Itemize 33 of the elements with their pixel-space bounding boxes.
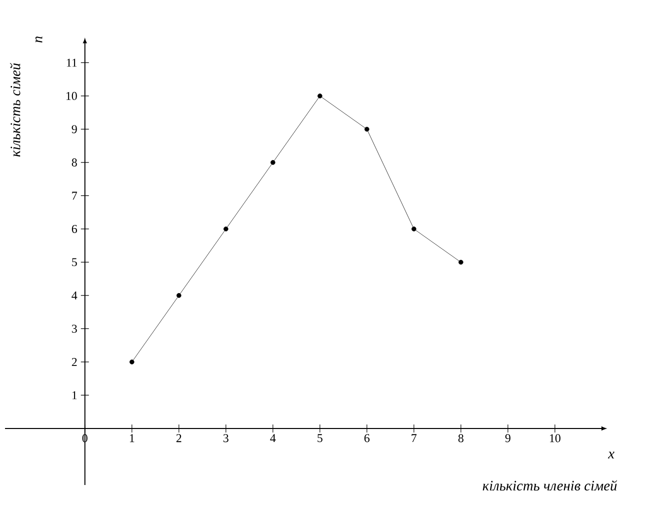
x-tick-label: 8	[458, 434, 464, 442]
x-tick-label: 2	[176, 434, 182, 442]
point	[130, 360, 134, 364]
y-tick-label: 2	[72, 358, 77, 366]
x-tick-label: 1	[130, 434, 134, 442]
y-tick-label: 8	[72, 158, 77, 166]
x-tick-label: 10	[550, 434, 560, 442]
x-tick-label: 9	[505, 434, 510, 442]
y-tick-label: 3	[72, 324, 77, 333]
y-tick-label: 6	[72, 224, 78, 233]
x-tick-label: 3	[223, 434, 228, 442]
y-tick-label: 9	[72, 125, 77, 134]
y-tick-label: 7	[72, 192, 78, 200]
y-tick-label: 10	[66, 92, 77, 100]
y-axis-title: кількість сімей	[10, 63, 20, 157]
point	[176, 293, 182, 298]
point	[270, 160, 276, 165]
point	[458, 260, 464, 265]
y-tick-label: 5	[72, 258, 77, 266]
point	[318, 94, 322, 98]
text: x	[608, 452, 614, 458]
x-tick-label: 6	[364, 434, 370, 442]
x-tick-label: 4	[270, 434, 276, 442]
x-tick-label: 7	[412, 434, 417, 442]
y-tick-label: 11	[66, 58, 77, 67]
x-axis-title: кількість членів сімей	[482, 480, 618, 491]
y-tick-label: 1	[72, 391, 77, 400]
x-tick-label: 5	[318, 434, 322, 442]
y-tick-label: 4	[72, 292, 78, 300]
point	[364, 126, 370, 132]
point	[224, 226, 228, 232]
text: n	[35, 36, 42, 43]
point	[412, 226, 416, 232]
